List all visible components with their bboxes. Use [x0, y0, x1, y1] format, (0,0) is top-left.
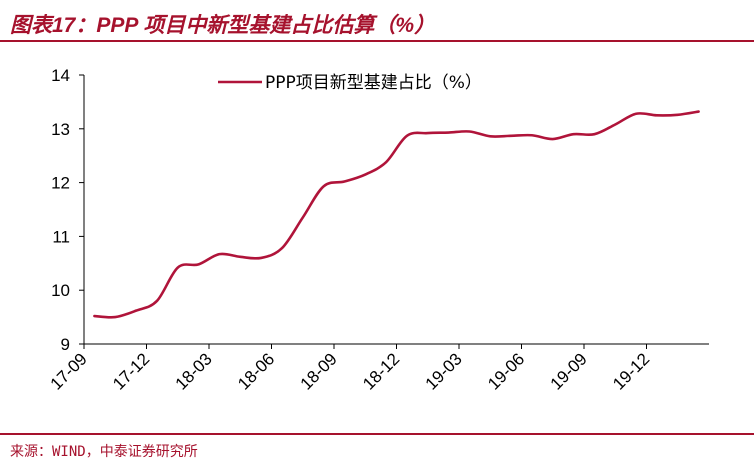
y-tick-label: 14: [51, 66, 70, 85]
x-tick-label: 18-09: [297, 349, 341, 393]
legend-label: PPP项目新型基建占比（%）: [265, 73, 482, 93]
x-tick-label: 18-12: [359, 349, 403, 393]
bottom-divider: [0, 433, 754, 435]
y-tick-label: 10: [51, 281, 70, 300]
x-tick-label: 18-03: [172, 349, 216, 393]
y-tick-label: 11: [52, 227, 70, 246]
y-tick-label: 12: [51, 174, 70, 193]
line-chart: 9 10 11 12 13 14 17-09 17-12 18-03 18-06 18-09 18-…: [47, 66, 709, 394]
series-line-0: [93, 110, 700, 319]
x-axis: 17-09 17-12 18-03 18-06 18-09 18-12 19-03 19-06…: [47, 343, 709, 394]
y-tick-label: 9: [61, 335, 70, 354]
series-layer: [93, 110, 700, 319]
x-tick-label: 19-03: [422, 349, 466, 393]
x-tick-label: 19-06: [484, 349, 528, 393]
x-tick-label: 18-06: [234, 349, 278, 393]
y-tick-label: 13: [51, 120, 70, 139]
x-tick-label: 19-09: [547, 349, 591, 393]
legend: PPP项目新型基建占比（%）: [218, 73, 482, 93]
top-divider: [0, 40, 754, 42]
source-note: 来源：WIND，中泰证券研究所: [10, 444, 198, 460]
y-axis: 9 10 11 12 13 14: [51, 66, 85, 354]
figure-title: 图表17：PPP 项目中新型基建占比估算（%）: [10, 14, 436, 37]
x-tick-label: 17-09: [47, 349, 91, 393]
x-tick-label: 17-12: [109, 349, 153, 393]
x-tick-label: 19-12: [609, 349, 653, 393]
